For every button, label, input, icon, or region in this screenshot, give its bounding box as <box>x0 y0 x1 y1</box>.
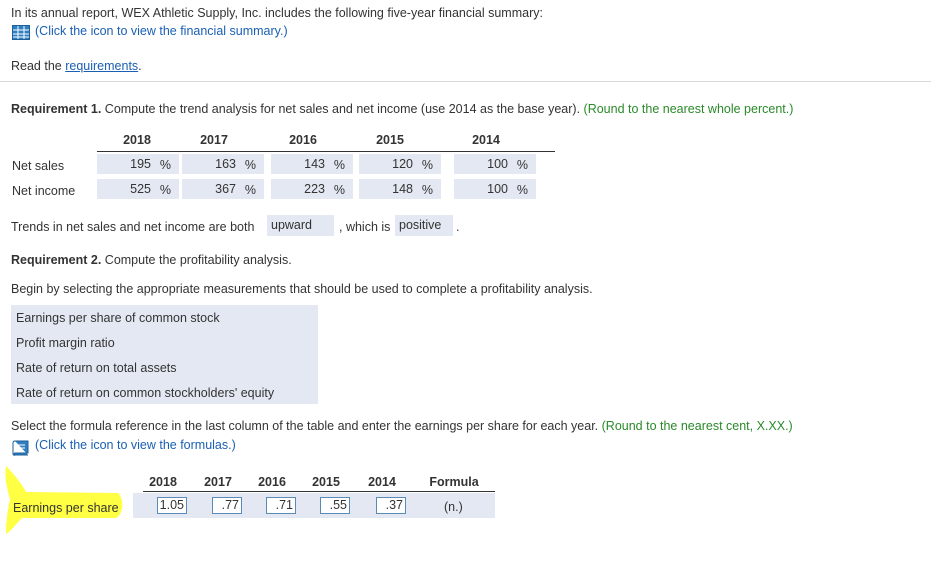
row-label-net-sales: Net sales <box>12 159 65 173</box>
trend-year-header: 2016 <box>289 133 317 147</box>
intro-text: In its annual report, WEX Athletic Suppl… <box>11 6 543 20</box>
percent-sign: % <box>421 183 433 197</box>
percent-sign: % <box>333 158 345 172</box>
net-income-2018-input[interactable]: 525% <box>97 179 179 199</box>
formula-instruction: Select the formula reference in the last… <box>11 419 793 433</box>
measurement-item[interactable]: Rate of return on common stockholders' e… <box>16 386 275 400</box>
requirement-2-heading: Requirement 2. Compute the profitability… <box>11 253 292 267</box>
yellow-highlight-mark <box>5 466 123 534</box>
trend-middle: , which is <box>339 220 391 234</box>
req1-label: Requirement 1. <box>11 102 102 116</box>
header-rule <box>97 151 555 152</box>
table-grid-icon[interactable] <box>12 25 30 43</box>
cell-value: 100 <box>487 157 508 171</box>
trend-direction-value: upward <box>271 218 312 232</box>
trend-year-header: 2017 <box>200 133 228 147</box>
eps-2016-input[interactable]: .71 <box>266 497 296 514</box>
net-income-2016-input[interactable]: 223% <box>271 179 353 199</box>
percent-sign: % <box>159 158 171 172</box>
row-label-net-income: Net income <box>12 184 76 198</box>
trend-prefix: Trends in net sales and net income are b… <box>11 220 255 234</box>
measurement-item[interactable]: Rate of return on total assets <box>16 361 177 375</box>
formula-rounding-note: (Round to the nearest cent, X.XX.) <box>598 419 793 433</box>
trend-year-header: 2018 <box>123 133 151 147</box>
view-formulas-link[interactable]: (Click the icon to view the formulas.) <box>35 438 236 452</box>
cell-value: 163 <box>215 157 236 171</box>
trend-suffix: . <box>456 220 460 234</box>
formula-header: Formula <box>429 475 479 489</box>
req1-note: (Round to the nearest whole percent.) <box>580 102 794 116</box>
net-sales-2018-input[interactable]: 195% <box>97 154 179 174</box>
read-suffix: . <box>138 59 142 73</box>
read-requirements-line: Read the requirements. <box>11 59 142 73</box>
cell-value: 525 <box>130 182 151 196</box>
eps-year-header: 2016 <box>258 475 286 489</box>
cell-value: 148 <box>392 182 413 196</box>
percent-sign: % <box>244 183 256 197</box>
eps-row-label: Earnings per share <box>13 501 119 515</box>
eps-2017-input[interactable]: .77 <box>212 497 242 514</box>
cell-value: 100 <box>487 182 508 196</box>
cell-value: 223 <box>304 182 325 196</box>
eps-year-header: 2015 <box>312 475 340 489</box>
percent-sign: % <box>421 158 433 172</box>
cell-value: 195 <box>130 157 151 171</box>
measurement-item[interactable]: Earnings per share of common stock <box>16 311 220 325</box>
net-sales-2017-input[interactable]: 163% <box>182 154 264 174</box>
cell-value: 120 <box>392 157 413 171</box>
percent-sign: % <box>516 183 528 197</box>
net-sales-2016-input[interactable]: 143% <box>271 154 353 174</box>
trend-year-header: 2015 <box>376 133 404 147</box>
formula-instruction-text: Select the formula reference in the last… <box>11 419 599 433</box>
trend-assessment-value: positive <box>399 218 442 232</box>
cell-value: 143 <box>304 157 325 171</box>
net-sales-2014-input[interactable]: 100% <box>454 154 536 174</box>
percent-sign: % <box>333 183 345 197</box>
eps-year-header: 2017 <box>204 475 232 489</box>
measurement-instruction: Begin by selecting the appropriate measu… <box>11 282 593 296</box>
net-income-2014-input[interactable]: 100% <box>454 179 536 199</box>
net-sales-2015-input[interactable]: 120% <box>359 154 441 174</box>
view-financial-summary-link[interactable]: (Click the icon to view the financial su… <box>35 24 288 38</box>
eps-2018-input[interactable]: 1.05 <box>157 497 187 514</box>
eps-header-rule <box>143 491 495 492</box>
measurement-item[interactable]: Profit margin ratio <box>16 336 115 350</box>
eps-year-header: 2014 <box>368 475 396 489</box>
eps-2014-input[interactable]: .37 <box>376 497 406 514</box>
trend-direction-select[interactable]: upward <box>267 215 334 236</box>
trend-year-header: 2014 <box>472 133 500 147</box>
section-divider <box>0 81 931 82</box>
book-icon[interactable] <box>12 440 30 459</box>
net-income-2015-input[interactable]: 148% <box>359 179 441 199</box>
percent-sign: % <box>516 158 528 172</box>
read-prefix: Read the <box>11 59 66 73</box>
requirements-link[interactable]: requirements <box>65 59 139 73</box>
eps-2015-input[interactable]: .55 <box>320 497 350 514</box>
eps-row-background <box>133 493 495 518</box>
percent-sign: % <box>244 158 256 172</box>
net-income-2017-input[interactable]: 367% <box>182 179 264 199</box>
measurement-list: Earnings per share of common stock Profi… <box>11 305 318 404</box>
requirement-1-heading: Requirement 1. Compute the trend analysi… <box>11 102 793 116</box>
formula-reference-select[interactable]: (n.) <box>444 500 463 514</box>
percent-sign: % <box>159 183 171 197</box>
req2-label: Requirement 2. <box>11 253 102 267</box>
req2-text: Compute the profitability analysis. <box>101 253 292 267</box>
trend-assessment-select[interactable]: positive <box>395 215 453 236</box>
eps-year-header: 2018 <box>149 475 177 489</box>
cell-value: 367 <box>215 182 236 196</box>
req1-text: Compute the trend analysis for net sales… <box>101 102 581 116</box>
